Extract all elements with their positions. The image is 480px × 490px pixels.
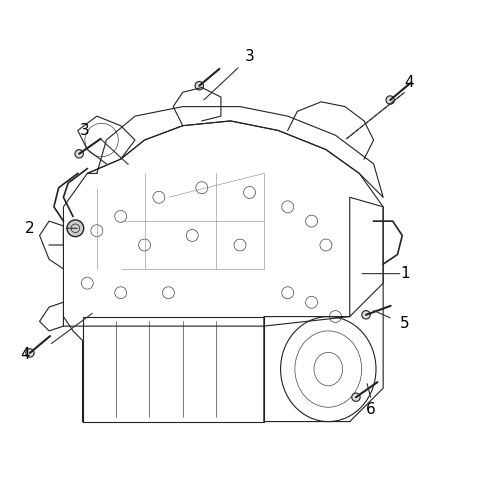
Ellipse shape xyxy=(386,96,395,104)
Ellipse shape xyxy=(67,220,84,237)
Text: 3: 3 xyxy=(245,49,254,64)
Text: 4: 4 xyxy=(405,75,414,90)
Ellipse shape xyxy=(195,81,204,90)
Text: 1: 1 xyxy=(400,266,409,281)
Text: 5: 5 xyxy=(400,316,409,331)
Ellipse shape xyxy=(26,349,34,357)
Text: 3: 3 xyxy=(80,123,90,138)
Ellipse shape xyxy=(362,311,370,319)
Ellipse shape xyxy=(75,149,84,158)
Text: 6: 6 xyxy=(366,402,376,417)
Text: 4: 4 xyxy=(21,347,30,362)
Ellipse shape xyxy=(352,393,360,401)
Text: 2: 2 xyxy=(25,221,35,236)
